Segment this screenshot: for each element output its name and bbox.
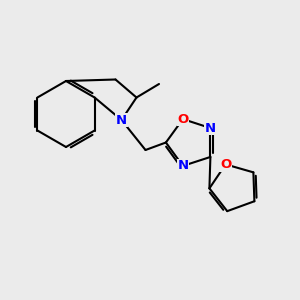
- Text: N: N: [177, 159, 188, 172]
- Text: O: O: [177, 112, 188, 126]
- Text: N: N: [205, 122, 216, 134]
- Text: O: O: [220, 158, 231, 171]
- Text: N: N: [116, 113, 127, 127]
